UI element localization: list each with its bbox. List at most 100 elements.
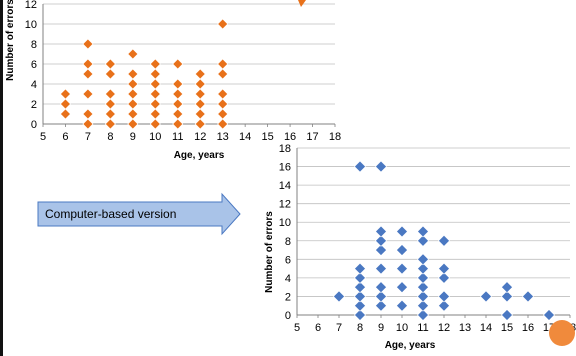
chart2-y-tick-labels: 0 2 4 6 8 10 12 14 16 18	[279, 143, 291, 322]
c2-data-point	[438, 234, 450, 247]
c2-y-tick: 0	[285, 310, 291, 322]
c2-data-point	[375, 244, 387, 256]
c1-x-tick: 5	[40, 131, 46, 143]
c1-data-point	[217, 58, 229, 70]
c1-data-point	[149, 108, 161, 120]
c1-data-point	[217, 108, 229, 120]
c1-data-point	[172, 98, 184, 110]
c2-y-tick: 10	[279, 217, 291, 229]
c2-data-point	[396, 281, 408, 294]
c2-x-tick: 10	[396, 322, 408, 334]
c1-data-point	[149, 88, 161, 100]
c1-data-point	[149, 118, 161, 130]
c2-data-point	[417, 271, 429, 284]
chart1-data-points	[60, 18, 229, 130]
c1-data-point	[149, 58, 161, 70]
c2-data-point	[354, 262, 366, 275]
c1-data-point	[217, 88, 229, 100]
c1-x-tick: 6	[62, 131, 68, 143]
callout-arrow-shape	[37, 192, 241, 236]
c1-data-point	[104, 58, 116, 70]
c1-data-point	[127, 68, 139, 80]
c1-x-tick: 9	[130, 131, 136, 143]
c1-x-tick: 12	[194, 131, 206, 143]
c2-data-point	[375, 299, 387, 312]
c2-x-tick: 6	[315, 322, 321, 334]
c1-data-point	[172, 58, 184, 70]
c2-data-point	[375, 225, 387, 238]
c1-y-tick: 0	[31, 119, 37, 131]
c1-data-point	[104, 98, 116, 110]
c1-y-tick: 4	[31, 79, 37, 91]
left-border-rule	[0, 0, 3, 356]
c1-y-tick: 8	[31, 39, 37, 51]
c2-data-point	[375, 281, 387, 294]
c1-data-point	[127, 78, 139, 90]
c1-data-point	[149, 78, 161, 90]
c2-x-tick: 14	[480, 322, 492, 334]
c1-y-tick: 10	[25, 19, 37, 31]
chart2-gridlines	[297, 147, 570, 297]
c2-y-tick: 16	[279, 162, 291, 174]
c1-x-tick: 11	[172, 131, 183, 143]
c2-y-tick: 2	[285, 291, 291, 303]
c2-data-point	[480, 290, 492, 303]
chart2-data-points	[333, 160, 555, 321]
c1-data-point	[82, 108, 94, 120]
c2-data-point	[417, 262, 429, 275]
c1-data-point	[127, 48, 139, 60]
c1-data-point	[194, 98, 206, 110]
c2-data-point	[396, 225, 408, 238]
c1-data-point	[149, 98, 161, 110]
c2-y-tick: 18	[279, 143, 291, 155]
c1-data-point	[172, 118, 184, 130]
c1-data-point	[82, 118, 94, 130]
c2-x-tick: 16	[522, 322, 534, 334]
c2-x-tick: 7	[336, 322, 342, 334]
c1-data-point	[194, 118, 206, 130]
c2-data-point	[354, 281, 366, 294]
c2-data-point	[354, 290, 366, 303]
c2-x-tick: 11	[417, 322, 428, 334]
c2-data-point	[333, 290, 345, 303]
c1-data-point	[127, 88, 139, 100]
c2-y-tick: 8	[285, 236, 291, 248]
c2-data-point	[396, 244, 408, 256]
c1-data-point	[217, 98, 229, 110]
c2-data-point	[354, 271, 366, 284]
c1-data-point	[60, 108, 71, 120]
c2-data-point	[354, 299, 366, 312]
c1-data-point	[104, 108, 116, 120]
c2-data-point	[354, 160, 366, 173]
c1-data-point	[104, 68, 116, 80]
c2-data-point	[417, 290, 429, 303]
c1-data-point	[104, 118, 116, 130]
c1-data-point	[82, 88, 94, 100]
c1-y-tick: 6	[31, 59, 37, 71]
decorative-arrowhead	[298, 0, 306, 7]
c1-x-tick: 10	[149, 131, 161, 143]
c2-data-point	[375, 160, 387, 173]
c1-data-point	[149, 68, 161, 80]
c2-data-point	[543, 309, 555, 321]
c2-x-tick: 9	[378, 322, 384, 334]
c2-x-tick: 5	[294, 322, 300, 334]
c2-data-point	[501, 281, 513, 294]
c1-data-point	[82, 38, 94, 50]
c1-data-point	[194, 68, 206, 80]
c1-data-point	[60, 88, 71, 100]
c2-data-point	[417, 281, 429, 294]
c2-data-point	[375, 262, 387, 275]
c1-data-point	[172, 88, 184, 100]
c1-data-point	[104, 88, 116, 100]
c2-data-point	[396, 262, 408, 275]
c2-x-tick: 13	[459, 322, 471, 334]
c2-data-point	[396, 299, 408, 312]
chart2-y-axis-label: Number of errors	[264, 211, 275, 293]
c2-data-point	[417, 309, 429, 321]
c2-data-point	[417, 234, 429, 247]
c2-y-tick: 6	[285, 254, 291, 266]
